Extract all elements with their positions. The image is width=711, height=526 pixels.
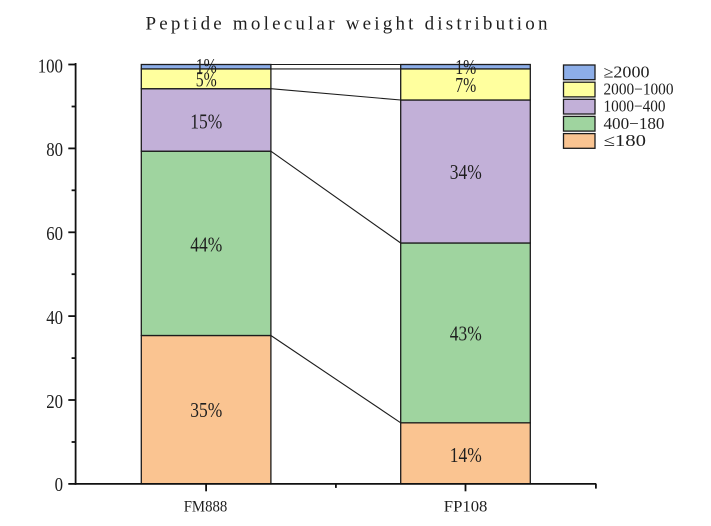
svg-text:0: 0 <box>55 474 63 496</box>
svg-text:1%: 1% <box>455 55 476 79</box>
svg-text:15%: 15% <box>190 109 222 133</box>
svg-text:400−180: 400−180 <box>604 114 665 133</box>
svg-text:60: 60 <box>46 223 63 245</box>
svg-text:7%: 7% <box>455 73 476 97</box>
svg-text:43%: 43% <box>450 322 482 346</box>
svg-text:FP108: FP108 <box>444 498 488 515</box>
svg-text:14%: 14% <box>450 443 482 467</box>
svg-text:2000−1000: 2000−1000 <box>604 80 674 99</box>
svg-text:1000−400: 1000−400 <box>604 97 666 116</box>
svg-text:≤180: ≤180 <box>604 131 647 150</box>
svg-text:44%: 44% <box>190 233 222 257</box>
svg-text:35%: 35% <box>190 398 222 422</box>
svg-text:40: 40 <box>46 307 63 329</box>
svg-text:1%: 1% <box>196 54 217 78</box>
svg-text:FM888: FM888 <box>184 498 228 515</box>
svg-text:Peptide molecular weight distr: Peptide molecular weight distribution <box>146 13 549 34</box>
svg-text:5%: 5% <box>196 67 217 91</box>
svg-text:34%: 34% <box>450 160 482 184</box>
svg-text:80: 80 <box>46 139 63 161</box>
svg-text:≥2000: ≥2000 <box>604 62 650 81</box>
svg-text:100: 100 <box>38 55 63 77</box>
svg-text:20: 20 <box>46 391 63 413</box>
